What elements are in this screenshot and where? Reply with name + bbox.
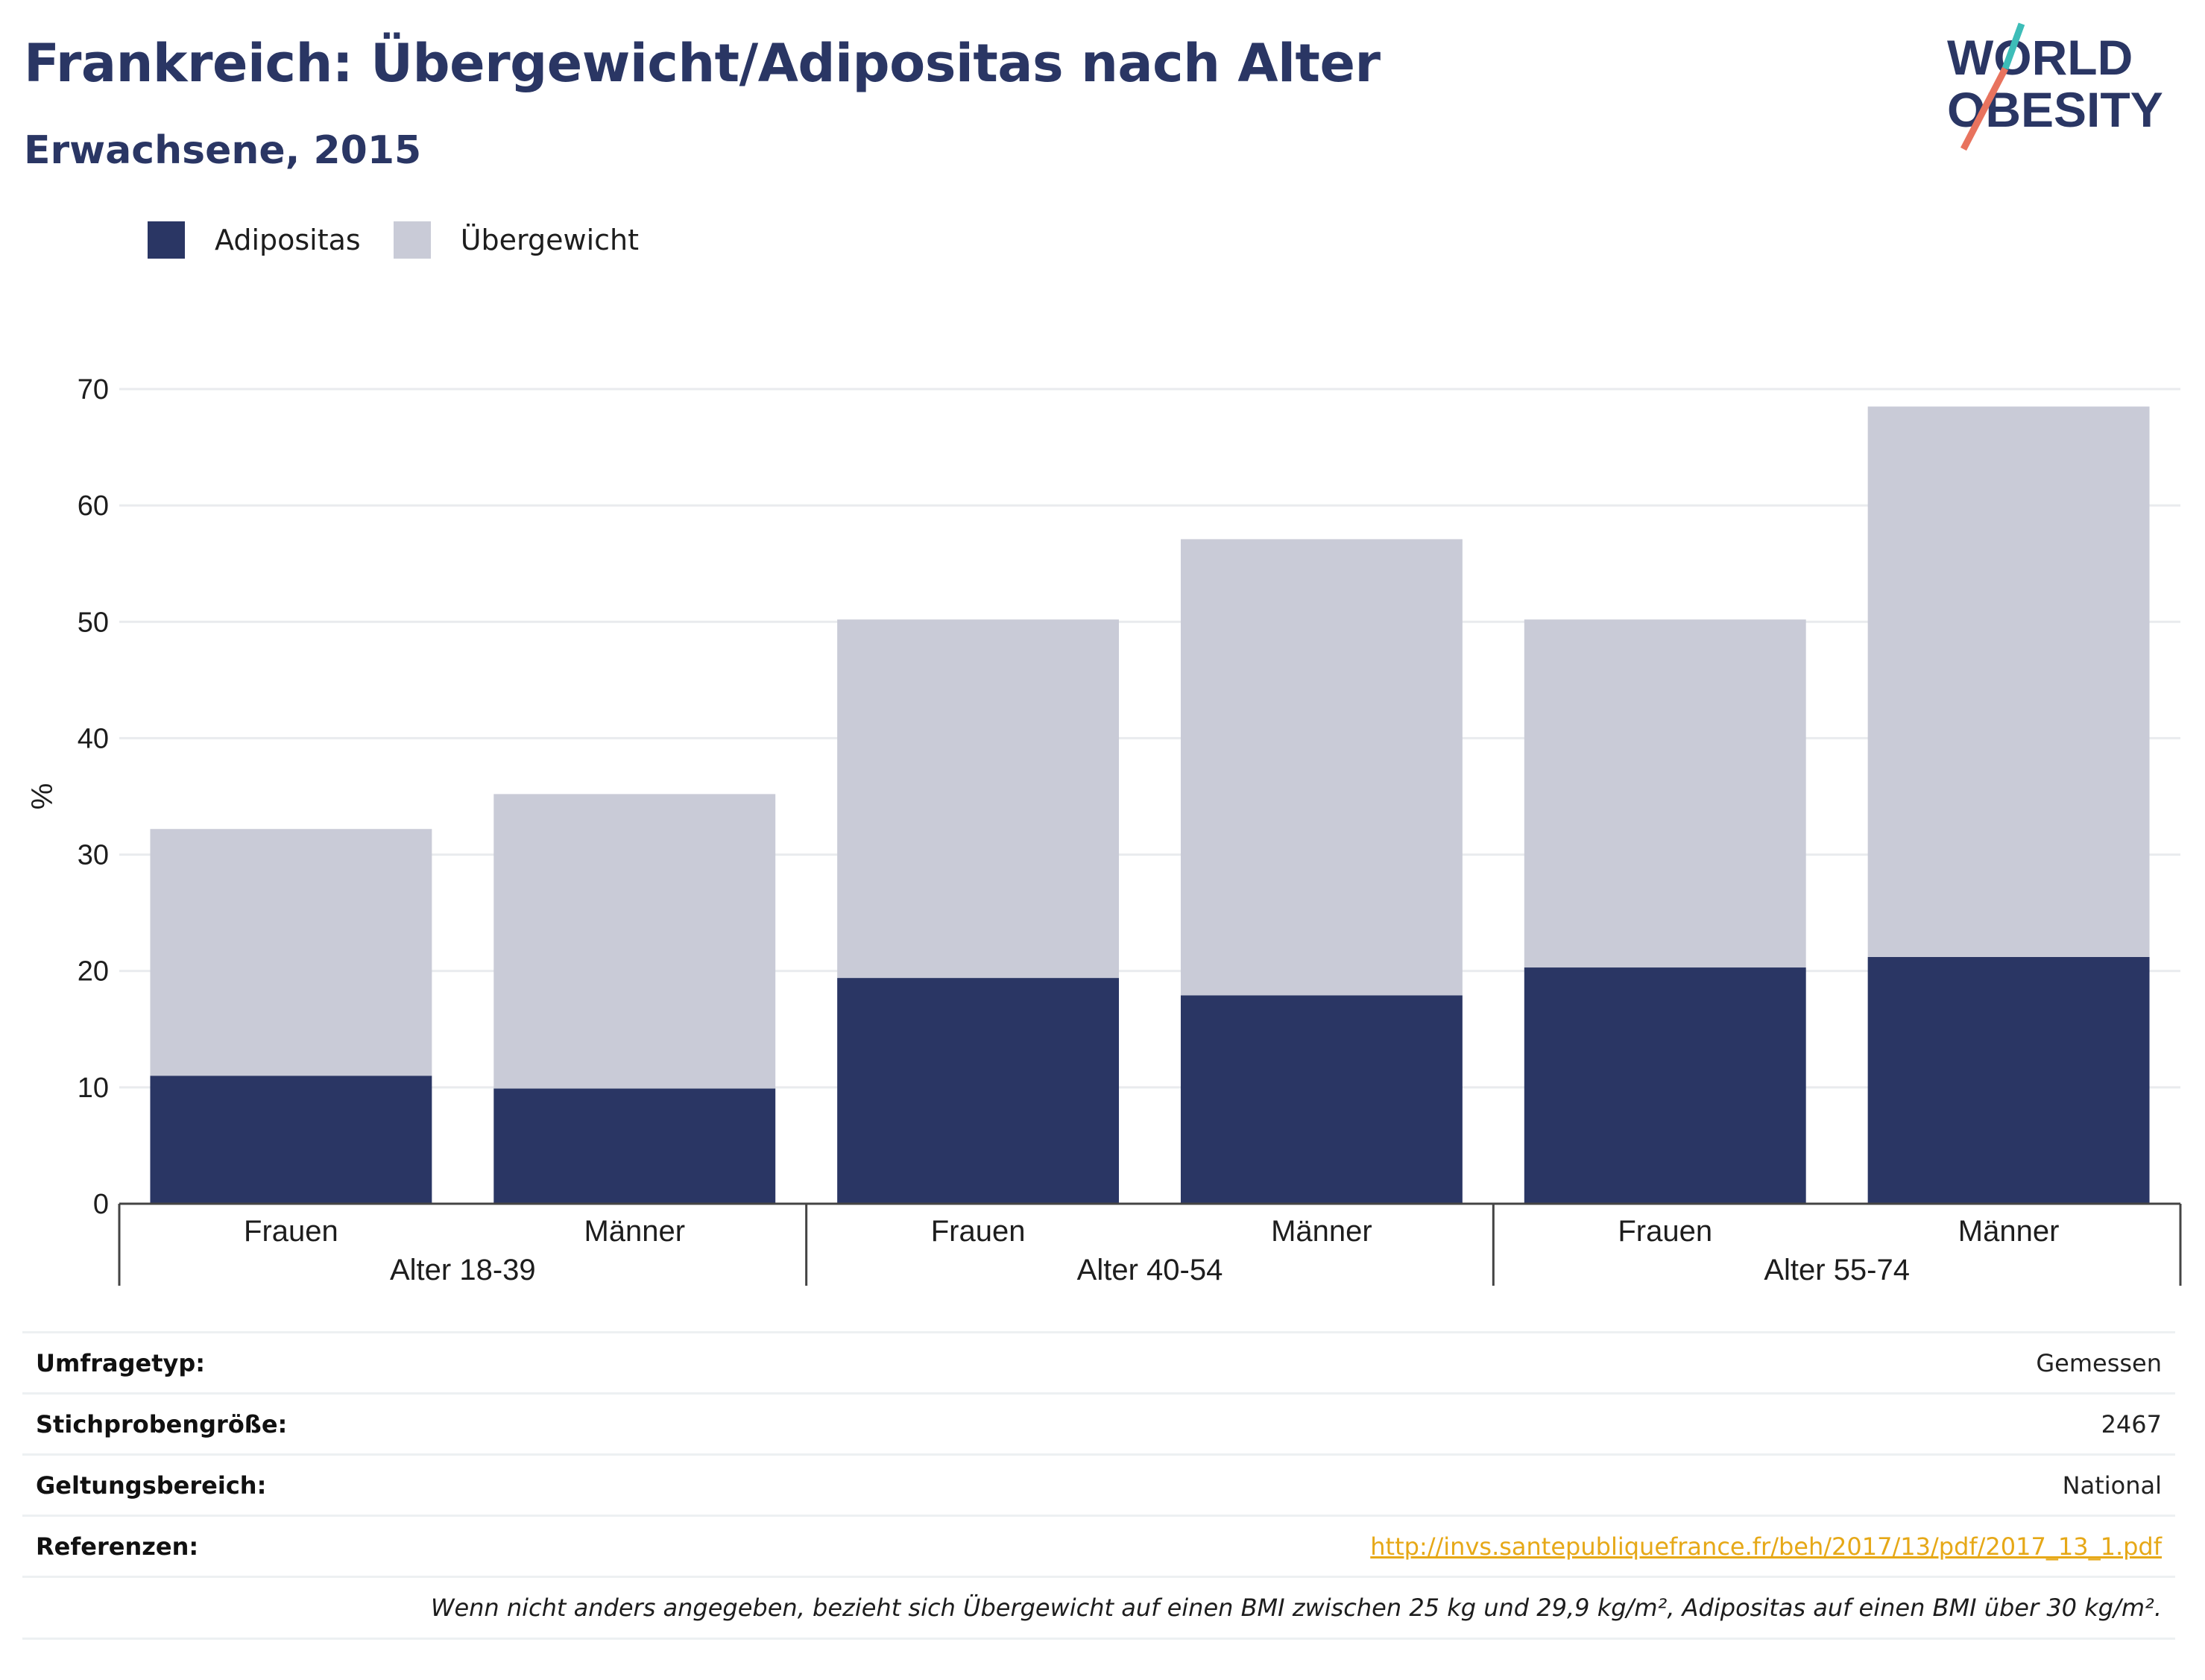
info-value: Gemessen bbox=[2036, 1348, 2162, 1377]
group-label: Alter 55-74 bbox=[1764, 1254, 1910, 1286]
y-tick-label: 60 bbox=[78, 490, 109, 522]
info-note-row: Wenn nicht anders angegeben, bezieht sic… bbox=[22, 1576, 2175, 1640]
info-key: Geltungsbereich: bbox=[36, 1471, 267, 1500]
bar-segment-adipositas bbox=[1524, 967, 1806, 1204]
x-tick-label: Frauen bbox=[244, 1215, 338, 1248]
legend-swatch-uebergewicht bbox=[393, 221, 431, 259]
info-row-sample-size: Stichprobengröße: 2467 bbox=[22, 1392, 2175, 1453]
x-tick-label: Männer bbox=[1271, 1215, 1372, 1248]
legend-swatch-adipositas bbox=[148, 221, 185, 259]
info-value: 2467 bbox=[2101, 1409, 2162, 1439]
x-tick-label: Männer bbox=[584, 1215, 685, 1248]
logo-slash-teal bbox=[2001, 22, 2025, 70]
bar-segment-adipositas bbox=[1180, 995, 1463, 1204]
legend-label-adipositas: Adipositas bbox=[215, 224, 361, 256]
legend-item-uebergewicht: Übergewicht bbox=[393, 221, 639, 259]
bar-segment-adipositas bbox=[1867, 956, 2150, 1204]
chart-title: Frankreich: Übergewicht/Adipositas nach … bbox=[24, 33, 1381, 94]
info-key: Umfragetyp: bbox=[36, 1348, 206, 1377]
y-tick-label: 20 bbox=[78, 956, 109, 988]
group-label: Alter 40-54 bbox=[1077, 1254, 1223, 1286]
bar-segment-adipositas bbox=[837, 978, 1120, 1204]
bar-segment-adipositas bbox=[493, 1088, 776, 1204]
info-row-survey-type: Umfragetyp: Gemessen bbox=[22, 1331, 2175, 1392]
bar-segment-uebergewicht bbox=[150, 829, 432, 1076]
y-tick-label: 70 bbox=[78, 374, 109, 405]
x-tick-label: Frauen bbox=[931, 1215, 1026, 1248]
y-tick-label: 40 bbox=[78, 723, 109, 754]
logo-slash-coral bbox=[1960, 66, 2008, 151]
x-tick-label: Männer bbox=[1958, 1215, 2060, 1248]
bar-segment-uebergewicht bbox=[493, 794, 776, 1089]
bar-segment-uebergewicht bbox=[1180, 539, 1463, 996]
chart-subtitle: Erwachsene, 2015 bbox=[24, 128, 422, 173]
info-table: Umfragetyp: Gemessen Stichprobengröße: 2… bbox=[22, 1331, 2175, 1640]
logo-text-line1: WORLD bbox=[1947, 30, 2133, 85]
info-key: Stichprobengröße: bbox=[36, 1409, 288, 1439]
info-row-references: Referenzen: http://invs.santepubliquefra… bbox=[22, 1515, 2175, 1576]
legend-label-uebergewicht: Übergewicht bbox=[460, 224, 639, 256]
info-row-scope: Geltungsbereich: National bbox=[22, 1453, 2175, 1515]
bar-segment-uebergewicht bbox=[1524, 619, 1806, 968]
bar-segment-uebergewicht bbox=[1867, 406, 2150, 957]
legend-item-adipositas: Adipositas bbox=[148, 221, 361, 259]
logo-text-line2: OBESITY bbox=[1947, 82, 2163, 137]
group-label: Alter 18-39 bbox=[390, 1254, 536, 1286]
y-tick-label: 0 bbox=[93, 1189, 109, 1220]
bar-chart: 0 10 20 30 40 50 60 70% Frauen Männer Frauen Männer… bbox=[26, 374, 2182, 1286]
chart-legend: Adipositas Übergewicht bbox=[148, 221, 672, 259]
world-obesity-logo: WORLD OBESITY bbox=[1947, 22, 2163, 151]
y-tick-label: 10 bbox=[78, 1073, 109, 1104]
definition-note: Wenn nicht anders angegeben, bezieht sic… bbox=[430, 1594, 2162, 1622]
y-tick-label: 30 bbox=[78, 840, 109, 871]
bar-segment-uebergewicht bbox=[837, 619, 1120, 979]
info-key: Referenzen: bbox=[36, 1532, 199, 1561]
y-tick-label: 50 bbox=[78, 607, 109, 638]
x-tick-label: Frauen bbox=[1618, 1215, 1712, 1248]
info-value: National bbox=[2062, 1471, 2162, 1500]
reference-link[interactable]: http://invs.santepubliquefrance.fr/beh/2… bbox=[1370, 1532, 2162, 1561]
y-axis-label: % bbox=[26, 783, 59, 810]
bar-segment-adipositas bbox=[150, 1076, 432, 1204]
